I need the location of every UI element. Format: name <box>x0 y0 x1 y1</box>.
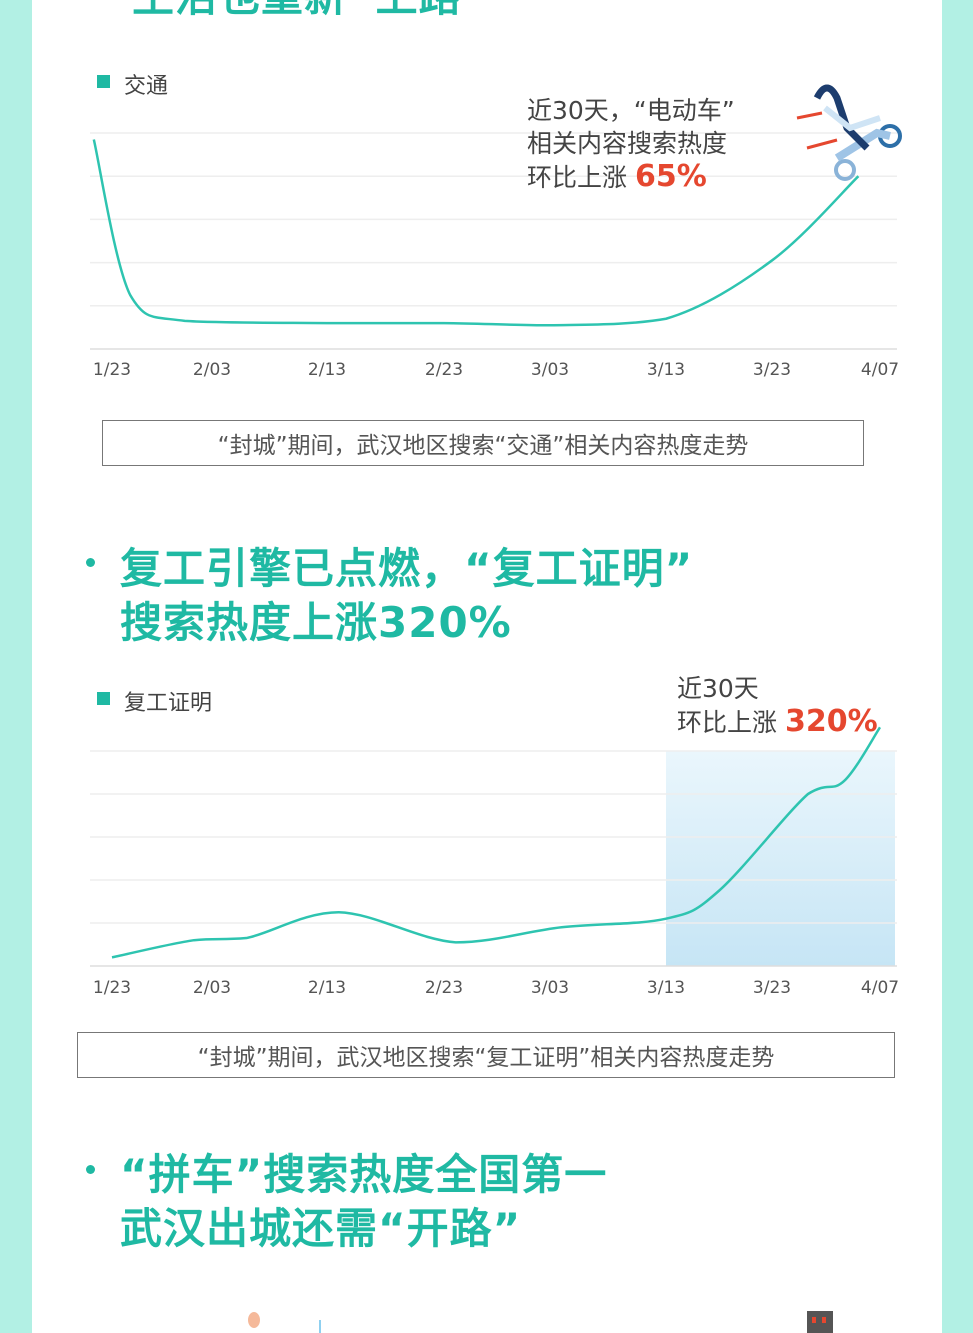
highlight-region <box>666 751 895 966</box>
scooter-illustration <box>796 84 902 181</box>
traffic-chart: 1/23 2/03 2/13 2/23 3/03 3/13 3/23 4/07 <box>90 132 899 380</box>
person-illustration <box>248 1312 260 1328</box>
infographic-page: 生活也重新“上路” 交通 1/23 2/03 2/13 2/23 3/03 3/13 3/2… <box>32 0 942 1333</box>
heading-line: 搜索热度上涨320% <box>120 598 512 647</box>
annotation-line: 相关内容搜索热度 <box>527 129 728 158</box>
heading-line: 复工引擎已点燃，“复工证明” <box>120 544 694 593</box>
x-tick-label: 4/07 <box>861 978 899 998</box>
chart-caption: “封城”期间，武汉地区搜索“复工证明”相关内容热度走势 <box>77 1032 895 1078</box>
bullet <box>86 1165 95 1174</box>
x-tick-label: 2/23 <box>425 978 463 998</box>
x-tick-label: 3/03 <box>531 978 569 998</box>
annotation-value: 320% <box>784 704 878 739</box>
series-line <box>92 139 860 327</box>
legend-label: 交通 <box>124 74 169 99</box>
top-heading: 生活也重新“上路” <box>132 0 490 24</box>
x-tick-label: 2/23 <box>425 360 463 380</box>
series-line <box>111 726 882 959</box>
chart-annotation: 近30天 环比上涨 320% <box>677 672 878 739</box>
legend-swatch <box>97 75 110 88</box>
x-tick-label: 2/03 <box>193 978 231 998</box>
x-tick-label: 1/23 <box>93 360 131 380</box>
annotation-line: 近30天，“电动车” <box>527 96 735 125</box>
work-certificate-chart: 1/23 2/03 2/13 2/23 3/03 3/13 3/23 4/07 <box>90 726 899 998</box>
x-tick-label: 3/23 <box>753 360 791 380</box>
chart-annotation: 近30天，“电动车” 相关内容搜索热度 环比上涨 65% <box>527 94 735 194</box>
x-tick-label: 2/13 <box>308 978 346 998</box>
x-tick-label: 3/13 <box>647 360 685 380</box>
decorative-line <box>319 1320 321 1333</box>
annotation-line: 环比上涨 <box>527 163 628 192</box>
x-tick-label: 3/03 <box>531 360 569 380</box>
building-illustration <box>807 1311 833 1333</box>
annotation-line: 环比上涨 <box>677 708 778 737</box>
x-tick-label: 4/07 <box>861 360 899 380</box>
bullet <box>86 558 95 567</box>
section-heading: 复工引擎已点燃，“复工证明” 搜索热度上涨320% <box>120 542 693 650</box>
x-tick-label: 3/23 <box>753 978 791 998</box>
annotation-value: 65% <box>634 159 707 194</box>
legend-label: 复工证明 <box>124 691 213 716</box>
x-tick-label: 1/23 <box>93 978 131 998</box>
section-heading: “拼车”搜索热度全国第一 武汉出城还需“开路” <box>120 1148 607 1256</box>
chart-caption: “封城”期间，武汉地区搜索“交通”相关内容热度走势 <box>102 420 864 466</box>
x-tick-label: 2/03 <box>193 360 231 380</box>
heading-line: 武汉出城还需“开路” <box>120 1204 522 1253</box>
legend-swatch <box>97 692 110 705</box>
heading-line: “拼车”搜索热度全国第一 <box>120 1150 608 1199</box>
annotation-line: 近30天 <box>677 674 759 703</box>
x-tick-label: 3/13 <box>647 978 685 998</box>
x-tick-label: 2/13 <box>308 360 346 380</box>
